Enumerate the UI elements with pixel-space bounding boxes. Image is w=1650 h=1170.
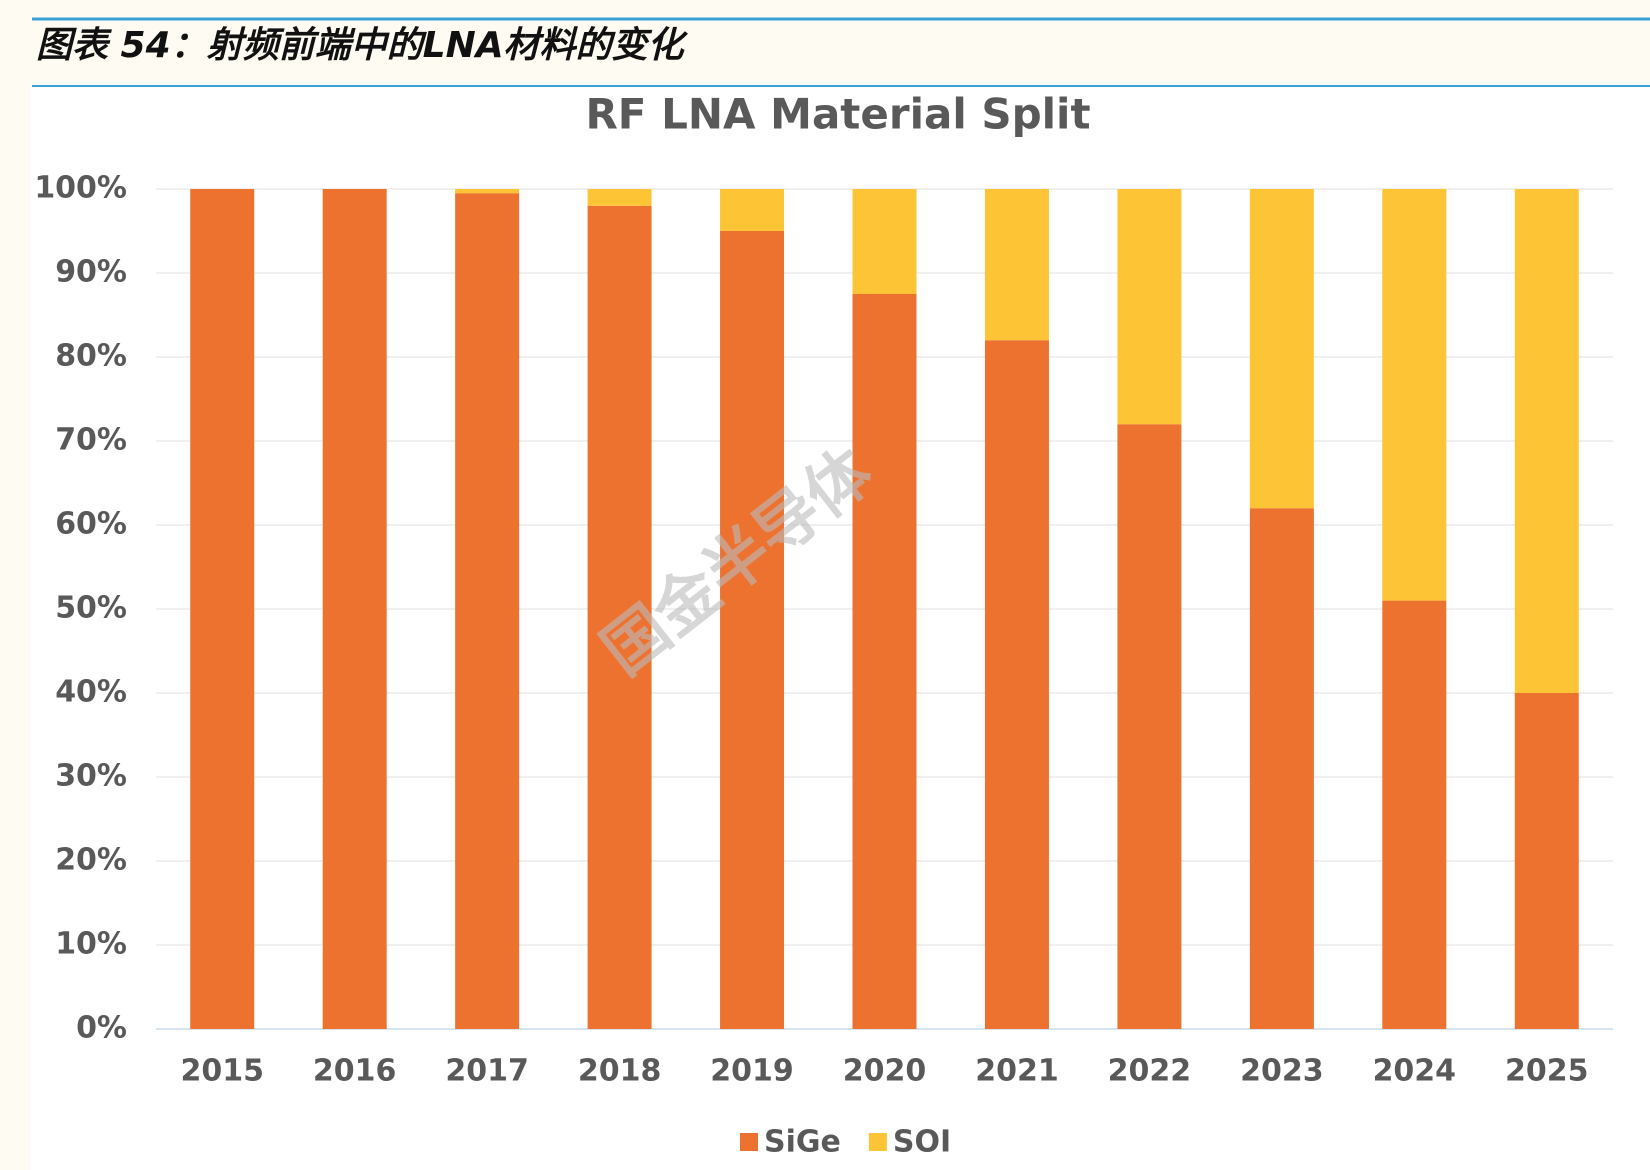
x-tick-label: 2023 [1240,1054,1324,1089]
bar-segment [984,340,1049,1029]
bar-segment [190,189,255,1029]
x-tick-label: 2024 [1373,1054,1457,1089]
x-tick-label: 2020 [843,1054,927,1089]
x-tick-label: 2018 [578,1054,662,1089]
bar-segment [984,189,1049,341]
y-tick-label: 70% [55,423,127,458]
bar-segment [1382,600,1447,1029]
bar-segment [852,189,917,294]
legend-label: SOI [893,1125,951,1160]
y-tick-label: 100% [34,171,127,206]
y-tick-label: 50% [55,591,127,626]
legend-swatch [740,1133,758,1151]
bar-segment [587,205,652,1030]
plot: 0% 10% 20% 30% 40% 50% 60% 70% 80% 90% 100% 2015 201… [34,171,1613,1160]
y-tick-label: 90% [55,255,127,290]
legend-label: SiGe [764,1125,841,1160]
bar-segment [1514,189,1579,693]
x-tick-label: 2015 [180,1054,264,1089]
bar-segment [1249,508,1314,1029]
y-tick-label: 10% [55,927,127,962]
bar-segment [1514,693,1579,1029]
bar-segment [322,189,387,1029]
bar-segment [720,231,785,1029]
y-tick-label: 0% [76,1011,127,1046]
x-tick-label: 2021 [975,1054,1059,1089]
chart-area [30,88,1650,1170]
x-tick-label: 2019 [710,1054,794,1089]
header-title: 图表 54：射频前端中的LNA材料的变化 [36,25,689,66]
x-tick-label: 2017 [445,1054,529,1089]
bar-segment [587,189,652,206]
y-tick-label: 60% [55,507,127,542]
y-tick-label: 20% [55,843,127,878]
chart-title: RF LNA Material Split [585,90,1090,139]
bar-segment [455,193,520,1029]
y-tick-label: 80% [55,339,127,374]
y-tick-label: 40% [55,675,127,710]
x-tick-label: 2022 [1108,1054,1192,1089]
legend-swatch [868,1133,887,1151]
bar-segment [455,189,520,194]
bar-segment [852,294,917,1029]
bar-segment [1117,189,1182,425]
bar-segment [1382,189,1447,601]
bar-segment [1117,424,1182,1029]
bar-segment [1249,189,1314,509]
bar-segment [720,189,785,231]
y-tick-label: 30% [55,759,127,794]
x-tick-label: 2016 [313,1054,397,1089]
x-tick-label: 2025 [1505,1054,1589,1089]
